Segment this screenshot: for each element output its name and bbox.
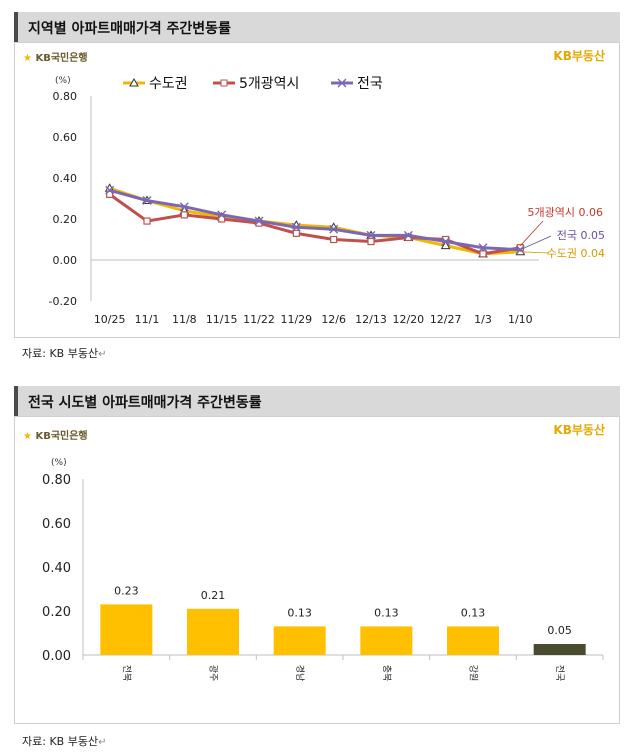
line-point — [478, 243, 488, 253]
line-point — [179, 202, 189, 212]
bar-y-tick: 0.20 — [42, 605, 71, 620]
annotation-leader — [520, 251, 550, 254]
bar-y-tick: 0.00 — [42, 649, 71, 664]
bar-2 — [187, 608, 239, 655]
line-series-3 — [109, 188, 521, 252]
line-x-tick: 12/6 — [321, 313, 346, 326]
annotation-leader — [520, 235, 552, 251]
line-y-tick: 0.20 — [53, 213, 78, 226]
line-x-tick: 10/25 — [94, 313, 126, 326]
section2-source: 자료: KB 부동산↵ — [22, 735, 107, 748]
section1-title: 지역별 아파트매매가격 주간변동률 — [28, 21, 231, 37]
line-y-tick: 0.00 — [53, 254, 78, 267]
line-point — [180, 211, 188, 219]
bar-4 — [360, 626, 413, 655]
bar-unit-label: (%) — [51, 458, 67, 468]
line-y-tick: 0.80 — [53, 90, 78, 103]
kb-bank-logo-2: ★ KB국민은행 — [23, 431, 88, 442]
bar-y-tick: 0.80 — [42, 473, 71, 488]
line-x-tick: 11/1 — [135, 313, 160, 326]
line-unit-label: (%) — [55, 76, 71, 86]
line-point — [105, 185, 115, 195]
bar-category-label: 경남 — [294, 665, 306, 682]
line-x-tick: 1/3 — [474, 313, 492, 326]
line-x-tick: 1/10 — [508, 313, 533, 326]
bar-6 — [533, 644, 586, 655]
kb-realestate-logo-2: KB부동산 — [553, 423, 605, 437]
legend-marker — [337, 78, 347, 88]
line-point — [143, 217, 151, 225]
line-point — [292, 229, 300, 237]
kb-realestate-logo: KB부동산 — [553, 49, 605, 63]
line-y-tick: 0.40 — [53, 172, 78, 185]
bar-1 — [100, 604, 153, 655]
bar-5 — [447, 626, 499, 655]
kb-star-icon-2: ★ — [23, 431, 32, 442]
section1-source: 자료: KB 부동산↵ — [22, 347, 107, 360]
line-point — [217, 210, 227, 220]
line-point — [330, 235, 338, 244]
bar-chart: (%) 0.00 0.20 0.40 0.60 0.80 0.23 전북 0.21 광주 0.13 경… — [42, 458, 604, 682]
line-point — [329, 224, 339, 234]
bar-value-label: 0.13 — [287, 606, 312, 619]
bar-category-label: 광주 — [208, 665, 220, 682]
bar-y-tick: 0.40 — [42, 561, 71, 576]
line-y-tick: 0.60 — [53, 131, 78, 144]
kb-star-icon: ★ — [23, 53, 32, 64]
bar-category-label: 전국 — [554, 665, 565, 682]
annotation-gwangyeok: 5개광역시 0.06 — [528, 206, 603, 219]
section2-header: 전국 시도별 아파트매매가격 주간변동률 — [14, 386, 620, 416]
line-point — [291, 222, 301, 232]
bar-value-label: 0.23 — [114, 584, 139, 597]
line-point — [440, 240, 451, 250]
line-x-tick: 12/13 — [355, 313, 387, 326]
line-point — [441, 237, 451, 247]
line-x-tick: 12/20 — [392, 313, 424, 326]
section2-title: 전국 시도별 아파트매매가격 주간변동률 — [28, 395, 262, 411]
line-point — [142, 196, 152, 206]
line-chart-panel: ★ KB국민은행 KB부동산 (%) -0.20 0.00 0.20 0.40 0.60 0… — [14, 42, 620, 338]
line-point — [515, 245, 525, 255]
bar-chart-panel: ★ KB국민은행 KB부동산 (%) 0.00 0.20 0.40 0.60 0.80 0.… — [14, 416, 620, 724]
legend-marker — [220, 79, 228, 87]
annotation-leader — [520, 220, 544, 246]
legend-marker — [129, 77, 139, 87]
kb-bank-logo: ★ KB국민은행 — [23, 53, 88, 64]
bar-category-label: 강원 — [468, 665, 479, 682]
line-series-1 — [109, 186, 521, 256]
line-x-tick: 12/27 — [430, 313, 462, 326]
line-point — [366, 230, 376, 240]
bar-value-label: 0.13 — [461, 606, 486, 619]
line-x-tick: 11/22 — [243, 313, 275, 326]
legend-label: 전국 — [357, 76, 383, 92]
legend-label: 5개광역시 — [239, 76, 299, 92]
line-point — [479, 250, 487, 258]
bar-category-label: 충북 — [381, 665, 392, 682]
line-y-tick: -0.20 — [49, 295, 77, 308]
annotation-sudogwon: 수도권 0.04 — [547, 247, 605, 260]
bar-value-label: 0.21 — [201, 589, 226, 602]
bar-3 — [273, 626, 326, 655]
line-point — [403, 230, 413, 240]
line-chart: (%) -0.20 0.00 0.20 0.40 0.60 0.80 10/25 11/1 11/… — [49, 76, 605, 326]
line-x-tick: 11/8 — [172, 313, 197, 326]
bar-y-tick: 0.60 — [42, 517, 71, 532]
line-x-tick: 11/15 — [206, 313, 238, 326]
annotation-jeonguk: 전국 0.05 — [557, 229, 605, 242]
line-point — [254, 216, 264, 226]
line-point — [367, 237, 375, 246]
legend-label: 수도권 — [149, 76, 188, 92]
bar-value-label: 0.13 — [374, 606, 399, 619]
bar-value-label: 0.05 — [547, 624, 572, 637]
bar-category-label: 전북 — [121, 665, 132, 682]
line-x-tick: 11/29 — [280, 313, 312, 326]
section1-header: 지역별 아파트매매가격 주간변동률 — [14, 12, 620, 42]
